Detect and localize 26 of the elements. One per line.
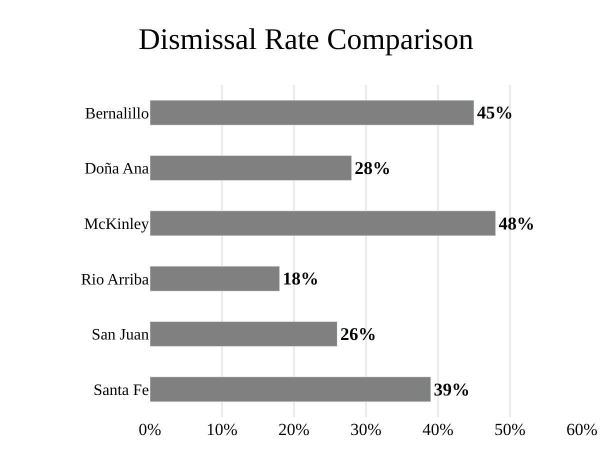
bar [150, 210, 496, 236]
x-tick-label: 20% [278, 420, 310, 439]
x-tick-label: 40% [422, 420, 454, 439]
bar [150, 100, 474, 126]
data-label: 28% [354, 158, 391, 178]
x-tick-label: 50% [494, 420, 526, 439]
y-tick-label: McKinley [84, 216, 149, 233]
bar [150, 155, 352, 181]
x-tick-label: 0% [138, 420, 162, 439]
data-label: 18% [282, 268, 319, 289]
y-tick-label: Doña Ana [84, 160, 149, 178]
data-label: 26% [340, 324, 376, 344]
chart-title: Dismissal Rate Comparison [138, 23, 474, 56]
bar [150, 266, 280, 292]
y-tick-label: Bernalillo [85, 105, 149, 122]
data-label: 48% [498, 213, 535, 234]
x-tick-label: 10% [206, 420, 238, 439]
y-tick-label: Rio Arriba [81, 271, 149, 288]
x-tick-label: 30% [350, 420, 382, 439]
bar [150, 321, 338, 347]
bar [150, 376, 432, 402]
y-tick-label: San Juan [92, 326, 149, 344]
x-tick-label: 60% [566, 420, 598, 439]
data-label: 45% [477, 102, 513, 123]
data-label: 39% [434, 379, 470, 400]
y-tick-label: Santa Fe [93, 382, 149, 399]
